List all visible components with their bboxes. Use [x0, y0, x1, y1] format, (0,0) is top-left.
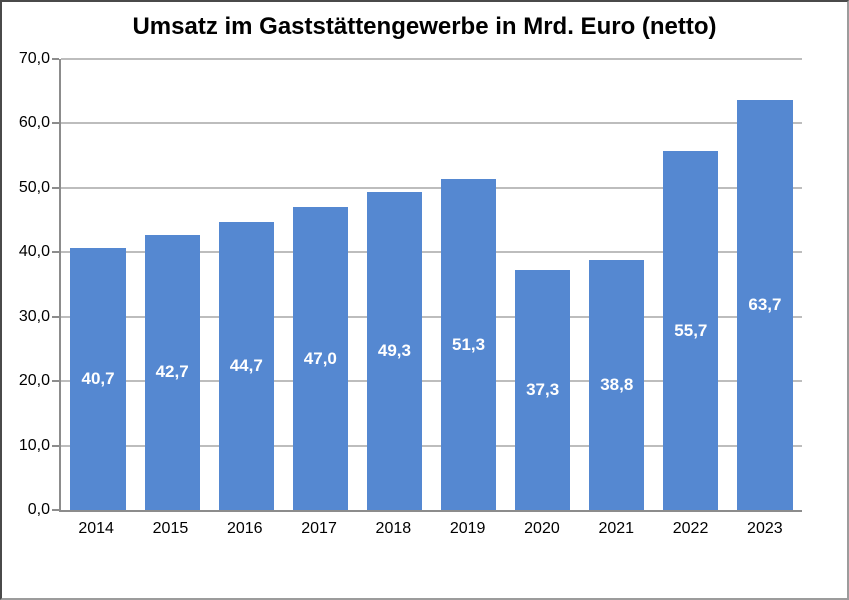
x-axis-label: 2018 [375, 520, 412, 537]
y-axis-tick-label: 40,0 [18, 243, 50, 261]
y-axis-tick [52, 509, 59, 511]
x-axis-label: 2019 [449, 520, 486, 537]
bar-value-label: 42,7 [155, 362, 189, 382]
x-axis-label: 2017 [301, 520, 337, 537]
bar-value-label: 37,3 [526, 379, 560, 399]
y-axis-tick-label: 0,0 [27, 501, 50, 518]
y-axis-tick [52, 122, 59, 125]
gridline [61, 58, 802, 60]
x-axis-label: 2015 [152, 520, 189, 537]
x-axis: 2014 2015 2016 2017 2018 2019 2020 2021 2022 2023 [59, 520, 802, 542]
bar-value-label: 63,7 [748, 294, 782, 314]
y-axis-tick [52, 251, 59, 254]
bar-value-label: 49,3 [377, 341, 411, 361]
bar-2018: 49,3 [366, 192, 423, 510]
x-axis-label: 2021 [598, 520, 635, 537]
bar-value-label: 55,7 [674, 320, 708, 340]
y-axis-tick [52, 186, 59, 189]
bar-2016: 44,7 [218, 222, 274, 510]
gridline [61, 444, 802, 447]
bar-2021: 38,8 [589, 260, 645, 510]
bar-value-label: 47,0 [303, 348, 337, 368]
y-axis-tick-label: 60,0 [18, 114, 50, 132]
x-axis-label: 2023 [747, 520, 783, 537]
bar-2019: 51,3 [440, 179, 497, 510]
bar-value-label: 44,7 [229, 356, 263, 375]
bar-2017: 47,0 [292, 207, 348, 510]
gridline [61, 380, 802, 383]
plot-area: 0,0 10,0 20,0 30,0 40,0 50,0 60,0 70,0 40,7 42,7 4… [19, 51, 802, 518]
y-axis-tick [52, 444, 59, 447]
gridline [61, 251, 802, 254]
x-axis-label: 2020 [524, 520, 560, 537]
y-axis-tick [52, 58, 59, 60]
x-axis-label: 2022 [672, 520, 709, 537]
y-axis-tick-label: 30,0 [18, 307, 50, 325]
y-axis-tick-label: 10,0 [18, 436, 50, 454]
y-axis-tick-label: 50,0 [18, 178, 50, 196]
bar-2022: 55,7 [663, 151, 719, 510]
bar-2020: 37,3 [515, 269, 571, 510]
chart-title: Umsatz im Gaststättengewerbe in Mrd. Eur… [132, 13, 717, 40]
bar-value-label: 38,8 [600, 375, 634, 395]
bar-2023: 63,7 [737, 99, 793, 510]
bar-value-label: 51,3 [451, 334, 486, 354]
x-axis-label: 2014 [78, 520, 114, 537]
bar-2015: 42,7 [144, 234, 200, 510]
y-axis-tick-label: 70,0 [18, 50, 50, 67]
y-axis-tick [52, 315, 59, 318]
bar-value-label: 40,7 [81, 368, 115, 388]
x-axis-label: 2016 [226, 520, 263, 537]
y-axis-tick [52, 380, 59, 383]
gridline [61, 186, 802, 189]
y-axis-tick-label: 20,0 [18, 372, 50, 390]
bar-2014: 40,7 [70, 247, 126, 510]
gridline [61, 122, 802, 125]
gridline [61, 315, 802, 318]
